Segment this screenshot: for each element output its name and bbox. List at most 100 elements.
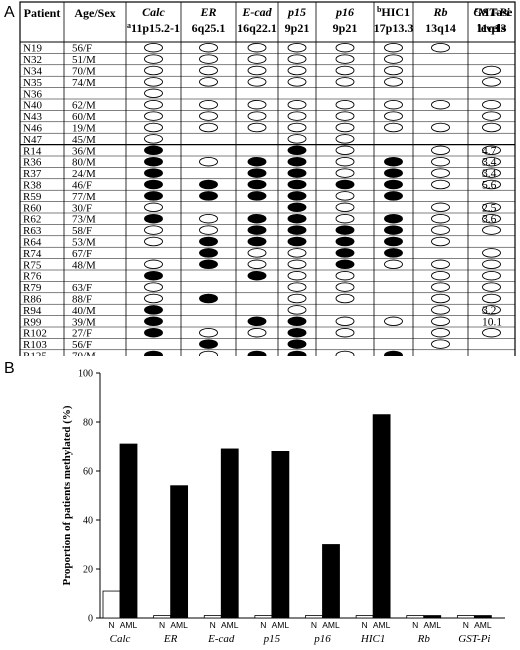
cell-patient-id: R94: [23, 305, 42, 317]
x-sub-label-aml: AML: [474, 620, 492, 630]
unmethylated-marker: [144, 54, 163, 64]
methylated-marker: [247, 156, 267, 167]
header-gene-calc: Calc: [142, 5, 165, 19]
methylated-marker: [335, 179, 355, 190]
cell-age-sex: 60/M: [72, 111, 96, 123]
unmethylated-marker: [482, 248, 501, 258]
table-row: N46 19/M: [23, 123, 501, 135]
table-row: R63 58/F: [23, 225, 501, 237]
unmethylated-marker: [144, 293, 163, 304]
unmethylated-marker: [335, 213, 355, 224]
cell-patient-id: R59: [23, 191, 42, 203]
header-gene-gst-pi: GST-Pi: [473, 5, 510, 19]
x-sub-label-n: N: [159, 620, 165, 630]
x-sub-label-aml: AML: [373, 620, 391, 630]
header-locus: 9p21: [333, 21, 358, 35]
methylated-marker: [335, 236, 355, 247]
cell-mtase-level: 10.1: [482, 316, 502, 328]
cell-patient-id: R76: [23, 271, 42, 283]
cell-age-sex: 51/M: [72, 54, 96, 66]
methylated-marker: [144, 179, 163, 190]
unmethylated-marker: [482, 305, 501, 315]
unmethylated-marker: [335, 65, 355, 76]
unmethylated-marker: [199, 42, 218, 53]
unmethylated-marker: [247, 248, 267, 258]
methylated-marker: [247, 179, 267, 190]
methylated-marker: [384, 350, 403, 356]
unmethylated-marker: [431, 339, 450, 349]
methylated-marker: [144, 191, 163, 201]
unmethylated-marker: [482, 259, 501, 270]
methylated-marker: [287, 168, 307, 178]
header-locus: 17p13.3: [374, 21, 414, 35]
cell-age-sex: 56/F: [72, 43, 92, 55]
unmethylated-marker: [247, 99, 267, 110]
header-locus: 16q22.1: [237, 21, 277, 35]
cell-age-sex: 74/M: [72, 77, 96, 89]
unmethylated-marker: [335, 134, 355, 144]
unmethylated-marker: [287, 282, 307, 292]
x-sub-label-n: N: [463, 620, 469, 630]
unmethylated-marker: [335, 168, 355, 178]
cell-age-sex: 70/M: [72, 66, 96, 78]
table-row: N34 70/M: [23, 66, 501, 78]
unmethylated-marker: [335, 316, 355, 327]
unmethylated-marker: [247, 259, 267, 270]
unmethylated-marker: [199, 65, 218, 76]
cell-age-sex: 48/M: [72, 259, 96, 271]
panel-label-b: B: [4, 360, 15, 377]
unmethylated-marker: [287, 42, 307, 53]
unmethylated-marker: [199, 54, 218, 64]
cell-patient-id: R86: [23, 294, 42, 306]
table-row: N36: [23, 88, 163, 100]
methylated-marker: [384, 225, 403, 235]
unmethylated-marker: [384, 54, 403, 64]
x-category-label: ER: [163, 633, 178, 645]
methylated-marker: [199, 248, 218, 258]
cell-age-sex: 80/M: [72, 157, 96, 169]
unmethylated-marker: [482, 145, 501, 156]
table-row: R64 53/M: [23, 237, 450, 249]
cell-age-sex: 45/M: [72, 134, 96, 146]
methylated-marker: [247, 225, 267, 235]
unmethylated-marker: [287, 77, 307, 87]
unmethylated-marker: [287, 122, 307, 133]
methylated-marker: [287, 327, 307, 338]
unmethylated-marker: [144, 65, 163, 76]
unmethylated-marker: [144, 111, 163, 121]
methylated-marker: [144, 305, 163, 315]
unmethylated-marker: [431, 305, 450, 315]
x-category-label: E-cad: [207, 633, 235, 645]
x-sub-label-n: N: [210, 620, 216, 630]
methylated-marker: [384, 156, 403, 167]
bar-n-e-cad: [203, 615, 222, 619]
unmethylated-marker: [384, 111, 403, 121]
unmethylated-marker: [199, 225, 218, 235]
y-axis-label: Proportion of patients methylated (%): [61, 405, 73, 585]
unmethylated-marker: [482, 65, 501, 76]
x-category-label: Calc: [110, 633, 131, 645]
header-levels: levels: [478, 21, 506, 35]
bar-n-p15: [254, 615, 273, 619]
bar-n-gst-pi: [456, 615, 475, 619]
header-locus: 13q14: [425, 21, 456, 35]
cell-patient-id: R74: [23, 248, 42, 260]
unmethylated-marker: [482, 327, 501, 338]
table-row: R79 63/F: [23, 282, 501, 294]
y-tick-label: 40: [83, 516, 93, 527]
cell-mtase-level: 4.7: [482, 145, 497, 157]
table-row: N43 60/M: [23, 111, 501, 123]
cell-patient-id: N40: [23, 100, 42, 112]
methylated-marker: [199, 236, 218, 247]
methylated-marker: [144, 350, 163, 356]
unmethylated-marker: [144, 99, 163, 110]
unmethylated-marker: [247, 122, 267, 133]
cell-patient-id: R60: [23, 202, 42, 214]
unmethylated-marker: [431, 316, 450, 327]
methylated-marker: [247, 270, 267, 281]
unmethylated-marker: [431, 327, 450, 338]
table-row: R99 39/M 10.1: [23, 316, 502, 328]
unmethylated-marker: [199, 122, 218, 133]
x-sub-label-aml: AML: [170, 620, 188, 630]
methylated-marker: [144, 145, 163, 156]
